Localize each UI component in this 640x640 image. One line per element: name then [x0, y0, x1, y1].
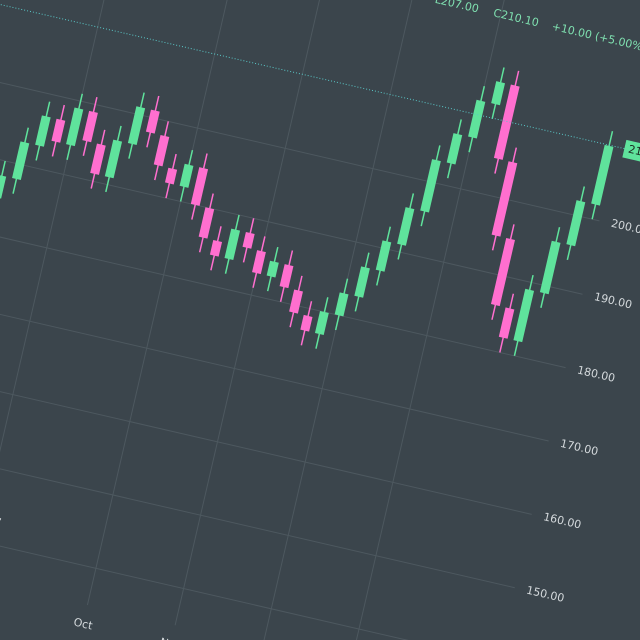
candle-body [0, 174, 7, 199]
candle-body [104, 139, 123, 179]
candle-body [127, 106, 146, 145]
grid-line-vertical [86, 0, 259, 606]
candle-body [493, 84, 520, 160]
candle-body [51, 118, 66, 143]
candle-body [224, 228, 241, 261]
candle-body [513, 288, 535, 343]
grid-line [0, 260, 549, 442]
candle-body [591, 144, 614, 206]
grid-line [0, 407, 515, 589]
candle-body [82, 110, 98, 143]
candle-wick [0, 160, 6, 213]
x-tick-label: Oct [72, 616, 94, 633]
candle-body [468, 99, 486, 139]
candle-body [420, 159, 441, 213]
candle-body [375, 240, 392, 272]
candle-body [279, 264, 294, 289]
grid-line [0, 187, 566, 369]
grid-line [0, 480, 498, 640]
grid-line [0, 40, 600, 222]
candle-body [314, 310, 329, 335]
candle-body [198, 207, 215, 239]
candle-body [446, 133, 463, 165]
grid-line-vertical [0, 0, 142, 579]
candle-body [145, 109, 160, 134]
candle-body [289, 289, 303, 314]
candle-body [300, 314, 313, 332]
candle-body [498, 307, 515, 339]
candle-body [491, 161, 518, 237]
candle-body [179, 163, 194, 188]
candle-body [35, 115, 51, 147]
candle-body [490, 238, 515, 307]
candle-body [491, 81, 506, 106]
candle-body [334, 292, 349, 317]
candle-body [164, 167, 178, 185]
candle-body [354, 266, 370, 298]
candle-body [153, 135, 170, 167]
candle-body [190, 167, 209, 206]
candle-body [242, 232, 255, 249]
grid-line [0, 333, 532, 515]
candle-body [252, 250, 266, 275]
candle-body [539, 240, 561, 295]
candle-body [397, 207, 415, 246]
candle-body [266, 260, 279, 278]
last-price-tag [622, 139, 640, 171]
candle-body [12, 141, 30, 181]
candle-body [209, 239, 223, 257]
grid-line-vertical [350, 0, 522, 640]
candle-body [66, 107, 84, 147]
x-tick-label: Nov [159, 635, 183, 640]
grid-line-vertical [262, 0, 435, 640]
candle-body [90, 143, 106, 175]
candle-body [566, 200, 586, 247]
